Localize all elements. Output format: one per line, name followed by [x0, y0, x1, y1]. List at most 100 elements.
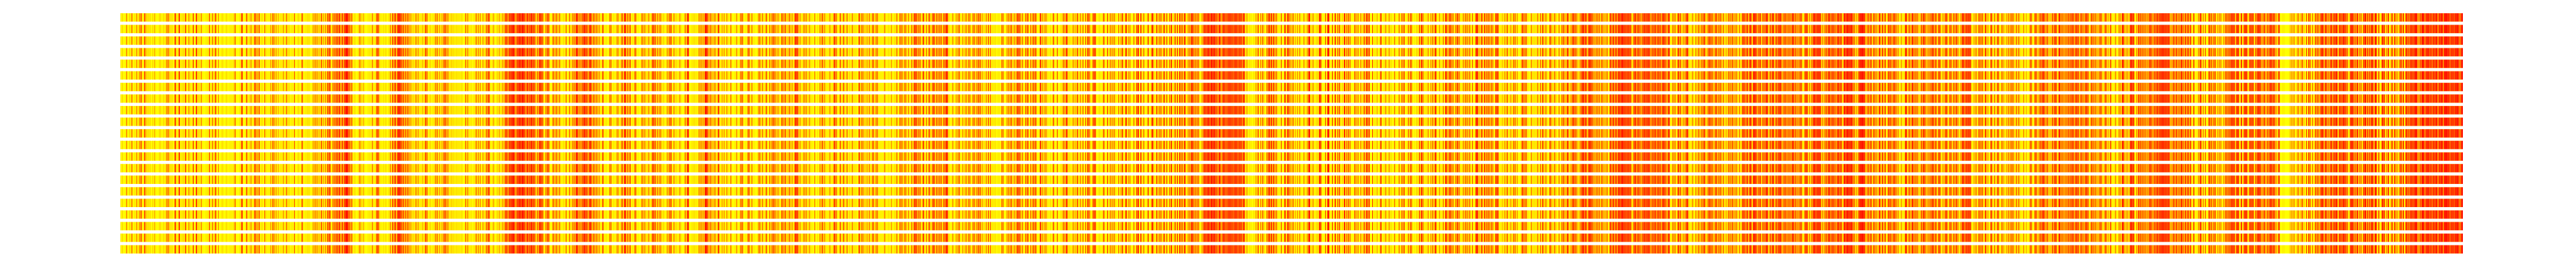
heatmap-cell [1745, 13, 1746, 22]
heatmap-cell [979, 25, 980, 34]
heatmap-cell [1721, 13, 1722, 22]
heatmap-cell [1416, 25, 1417, 34]
heatmap-cell [338, 13, 339, 22]
heatmap-cell [766, 13, 767, 22]
heatmap-cell [1040, 13, 1041, 22]
heatmap-cell [2040, 25, 2041, 34]
heatmap-cell [211, 36, 212, 45]
heatmap-cell [1807, 13, 1808, 22]
heatmap-cell [2244, 13, 2245, 22]
heatmap-cell [1298, 13, 1299, 22]
heatmap-cell [696, 13, 697, 22]
heatmap-cell [2273, 13, 2274, 22]
heatmap-cell [1854, 13, 1855, 22]
heatmap-cell [1841, 25, 1842, 34]
heatmap-cell [1753, 25, 1755, 34]
heatmap-cell [1207, 25, 1208, 34]
heatmap-cell [1009, 13, 1010, 22]
heatmap-cell [806, 25, 808, 34]
heatmap-cell [1990, 13, 1991, 22]
heatmap-cell [168, 25, 169, 34]
heatmap-cell [1262, 13, 1263, 22]
heatmap-cell [313, 36, 314, 45]
heatmap-cell [2119, 25, 2120, 34]
heatmap-cell [1685, 13, 1686, 22]
heatmap-cell [2004, 25, 2005, 34]
heatmap-cell [1845, 25, 1846, 34]
heatmap-cell [1847, 13, 1849, 22]
heatmap-cell [440, 25, 441, 34]
heatmap-cell [2084, 13, 2085, 22]
heatmap-cell [231, 25, 232, 34]
heatmap-cell [1619, 25, 1620, 34]
heatmap-cell [1871, 13, 1872, 22]
heatmap-cell [1271, 25, 1272, 34]
heatmap-cell [625, 13, 626, 22]
heatmap-cell [1830, 13, 1831, 22]
heatmap-cell [2436, 13, 2437, 22]
heatmap-cell [1401, 13, 1402, 22]
heatmap-cell [1840, 25, 1841, 34]
heatmap-cell [261, 13, 262, 22]
heatmap-cell [741, 13, 742, 22]
heatmap-cell [1138, 25, 1139, 34]
heatmap-cell [1515, 25, 1516, 34]
heatmap-cell [1505, 13, 1506, 22]
heatmap-cell [167, 25, 168, 34]
heatmap-cell [2429, 13, 2430, 22]
heatmap-cell [1169, 25, 1170, 34]
heatmap-cell [2174, 13, 2175, 22]
heatmap-cell [1395, 25, 1396, 34]
heatmap-cell [1195, 25, 1196, 34]
heatmap-cell [1299, 13, 1300, 22]
heatmap-cell [2078, 13, 2079, 22]
heatmap-cell [1032, 25, 1033, 34]
heatmap-cell [669, 13, 670, 22]
heatmap-cell [417, 36, 418, 45]
heatmap-cell [494, 25, 495, 34]
heatmap-cell [401, 36, 402, 45]
heatmap-cell [2347, 13, 2348, 22]
heatmap-cell [973, 13, 974, 22]
heatmap-cell [986, 13, 987, 22]
heatmap-cell [165, 36, 167, 45]
heatmap-cell [1647, 13, 1648, 22]
heatmap-cell [864, 25, 866, 34]
heatmap-cell [2461, 25, 2462, 34]
heatmap-cell [1311, 25, 1312, 34]
heatmap-cell [122, 13, 123, 22]
heatmap-cell [159, 25, 161, 34]
heatmap-cell [2434, 13, 2435, 22]
heatmap-cell [972, 13, 973, 22]
heatmap-cell [2045, 25, 2046, 34]
heatmap-cell [2060, 13, 2061, 22]
heatmap-cell [1755, 25, 1756, 34]
heatmap-cell [424, 13, 425, 22]
heatmap-cell [427, 13, 428, 22]
heatmap-cell [1126, 13, 1127, 22]
heatmap-cell [948, 13, 949, 22]
heatmap-cell [1174, 13, 1175, 22]
heatmap-cell [1113, 25, 1114, 34]
heatmap-cell [1130, 13, 1131, 22]
heatmap-cell [1579, 13, 1580, 22]
heatmap-cell [1342, 25, 1343, 34]
heatmap-cell [1692, 13, 1693, 22]
heatmap-cell [427, 25, 428, 34]
heatmap-cell [1873, 25, 1874, 34]
heatmap-cell [1647, 25, 1648, 34]
heatmap-cell [809, 25, 810, 34]
heatmap-cell [740, 13, 741, 22]
heatmap-cell [193, 13, 194, 22]
heatmap-cell [1627, 25, 1628, 34]
heatmap-cell [1436, 13, 1437, 22]
heatmap-cell [1565, 13, 1566, 22]
heatmap-cell [1044, 25, 1045, 34]
heatmap-cell [1287, 13, 1288, 22]
heatmap-cell [1242, 13, 1243, 22]
heatmap-cell [1115, 25, 1116, 34]
heatmap-cell [2331, 13, 2332, 22]
heatmap-cell [1463, 13, 1464, 22]
heatmap-cell [2160, 13, 2161, 22]
